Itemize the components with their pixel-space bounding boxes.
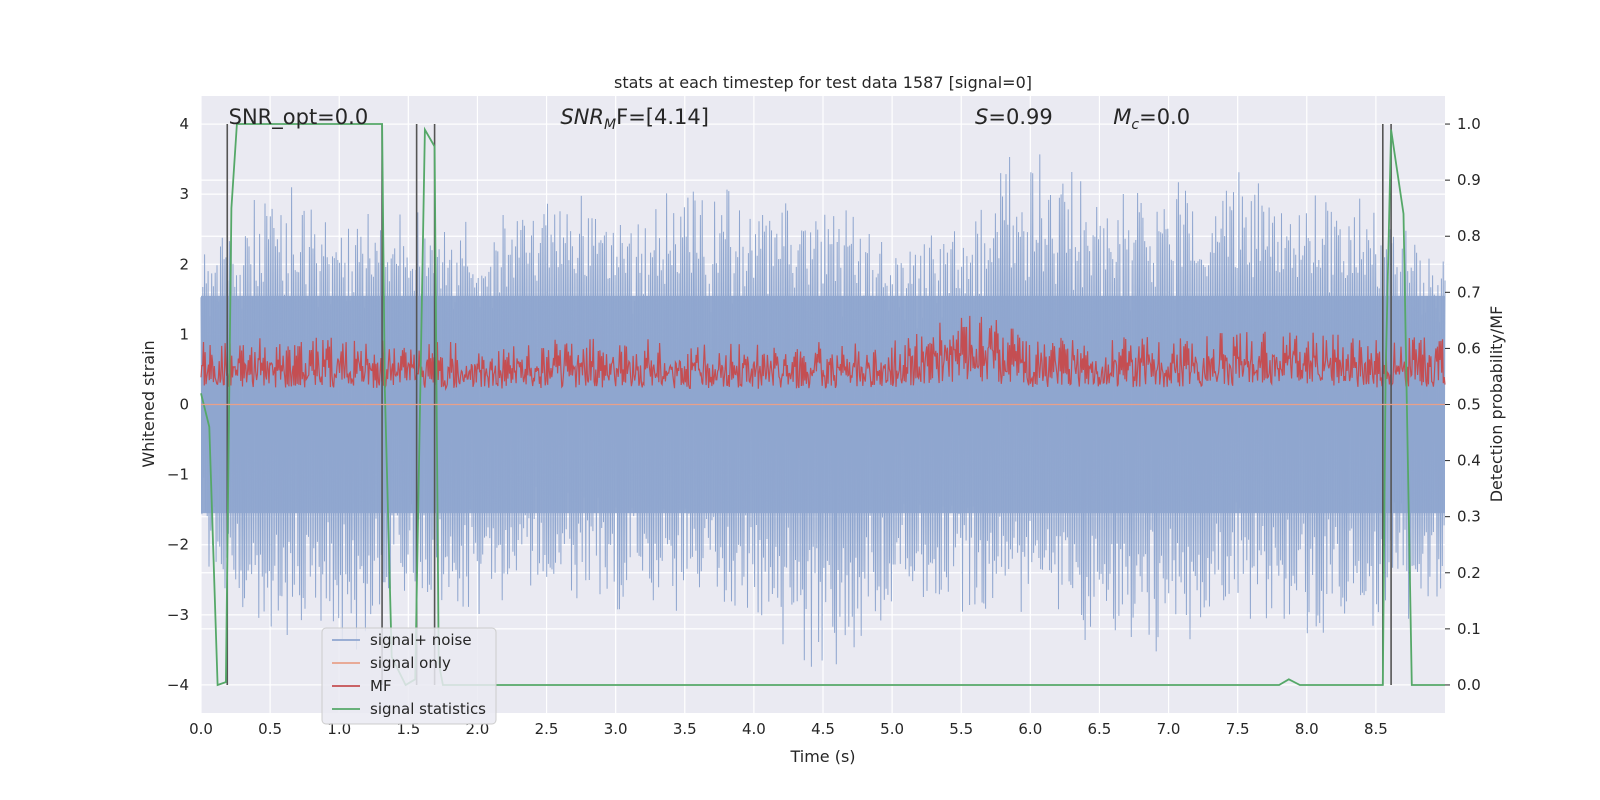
y-right-tick-label-3: 0.3 [1457,508,1481,526]
legend-label-1: signal only [370,654,451,672]
x-tick-label-13: 6.5 [1088,720,1112,738]
y-tick-label-6: 2 [179,255,189,273]
x-tick-label-12: 6.0 [1018,720,1042,738]
x-axis-label: Time (s) [789,747,855,766]
annotations: SNR_opt=0.0 SNRMF=[4.14] S=0.99 Mc=0.0 [229,105,1190,133]
x-tick-label-10: 5.0 [880,720,904,738]
annotation-snr-mf-symbol: SNR [560,105,604,129]
annotation-snr-opt: SNR_opt=0.0 [229,105,369,130]
y-tick-label-4: 0 [179,396,189,414]
y-right-axis-ticks: 0.0 0.1 0.2 0.3 0.4 0.5 0.6 0.7 0.8 0.9 1.0 [1445,115,1481,694]
y-tick-label-7: 3 [179,185,189,203]
y-right-tick-label-1: 0.1 [1457,620,1481,638]
y-right-tick-label-2: 0.2 [1457,564,1481,582]
y-right-tick-label-9: 0.9 [1457,171,1481,189]
y-tick-label-2: −2 [167,536,189,554]
legend-label-0: signal+ noise [370,631,472,649]
x-tick-label-7: 3.5 [673,720,697,738]
x-tick-label-1: 0.5 [258,720,282,738]
x-tick-label-0: 0.0 [189,720,213,738]
y-tick-label-5: 1 [179,325,189,343]
annotation-snr-mf-subscript: M [604,117,616,133]
annotation-mc: Mc=0.0 [1113,105,1190,133]
x-tick-label-16: 8.0 [1295,720,1319,738]
legend-label-3: signal statistics [370,700,486,718]
annotation-snr-mf-value: F=[4.14] [616,105,709,129]
x-tick-label-11: 5.5 [949,720,973,738]
y-tick-label-3: −1 [167,466,189,484]
y-right-axis-label: Detection probability/MF [1487,306,1506,503]
y-tick-label-8: 4 [179,115,189,133]
annotation-mc-symbol: M [1113,105,1131,129]
y-tick-label-1: −3 [167,606,189,624]
y-axis-label: Whitened strain [139,340,158,467]
y-right-tick-label-8: 0.8 [1457,227,1481,245]
y-axis-ticks: −4 −3 −2 −1 0 1 2 3 4 [167,115,189,694]
y-right-tick-label-5: 0.5 [1457,396,1481,414]
noise-line [200,154,1446,667]
y-right-tick-label-10: 1.0 [1457,115,1481,133]
x-tick-label-14: 7.0 [1157,720,1181,738]
annotation-s-symbol: S [975,105,988,129]
y-right-tick-label-6: 0.6 [1457,339,1481,357]
signal-statistics-series [200,123,1445,687]
x-tick-label-15: 7.5 [1226,720,1250,738]
y-right-tick-label-0: 0.0 [1457,676,1481,694]
annotation-snr-mf: SNRMF=[4.14] [560,105,709,133]
annotation-s: S=0.99 [975,105,1053,129]
annotation-s-value: =0.99 [988,105,1052,129]
legend: signal+ noise signal only MF signal statist… [321,627,497,725]
x-tick-label-17: 8.5 [1364,720,1388,738]
legend-label-2: MF [370,677,392,695]
y-right-tick-label-4: 0.4 [1457,452,1481,470]
y-tick-label-0: −4 [167,676,189,694]
annotation-mc-value: =0.0 [1139,105,1190,129]
x-tick-label-8: 4.0 [742,720,766,738]
x-tick-label-5: 2.5 [535,720,559,738]
legend-box [321,627,497,725]
mf-line [200,315,1446,391]
chart-title: stats at each timestep for test data 158… [614,73,1032,92]
signal-statistics-line [200,123,1445,687]
mf-series [200,315,1446,391]
y-right-tick-label-7: 0.7 [1457,283,1481,301]
x-tick-label-6: 3.0 [604,720,628,738]
annotation-mc-subscript: c [1131,117,1139,133]
x-tick-label-9: 4.5 [811,720,835,738]
